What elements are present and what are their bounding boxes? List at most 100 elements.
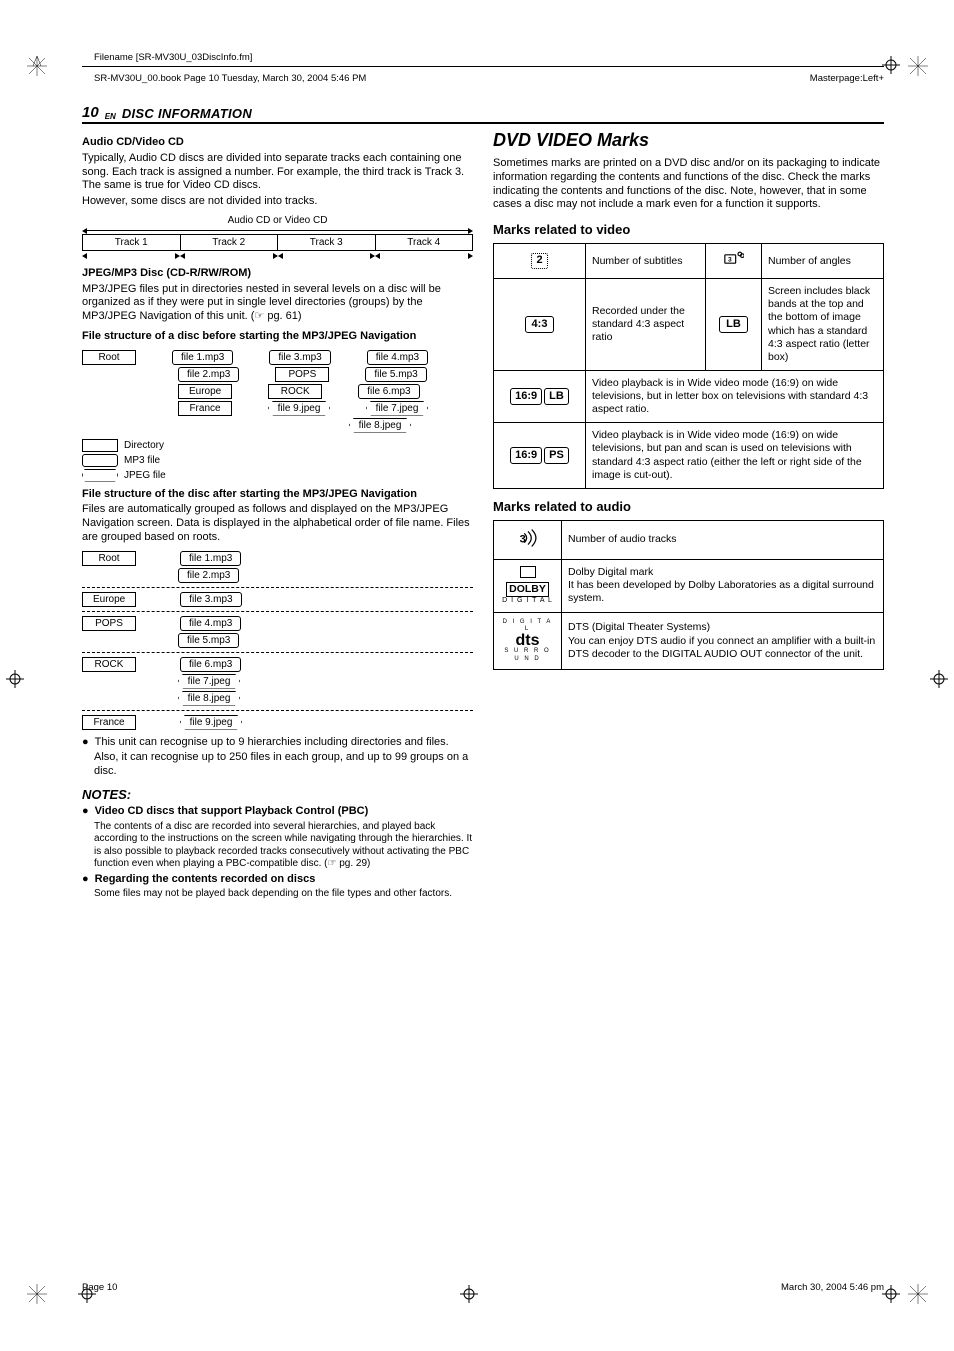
lang-label: EN [105,112,116,121]
mp3-box: file 2.mp3 [178,568,239,583]
svg-text:3: 3 [519,533,525,545]
reg-crosshair [6,670,24,688]
jpeg-p1: MP3/JPEG files put in directories nested… [82,283,473,324]
mp3-box: file 3.mp3 [269,350,330,365]
masterpage: Masterpage:Left+ [810,73,884,84]
before-title: File structure of a disc before starting… [82,330,473,344]
mp3-box: file 3.mp3 [180,592,241,607]
tree-after: Root file 1.mp3 file 2.mp3 Europe file 3.m… [82,551,473,730]
right-column: DVD VIDEO Marks Sometimes marks are prin… [493,130,884,902]
dir-box: POPS [275,367,329,382]
hier-text: This unit can recognise up to 9 hierarch… [95,736,449,750]
dir-box: France [178,401,232,416]
mark-icon-16-9-ps: 16:9PS [494,423,586,488]
footer-page: Page 10 [82,1282,117,1293]
jpeg-box: file 7.jpeg [178,674,240,689]
bookline: SR-MV30U_00.book Page 10 Tuesday, March … [82,73,366,84]
mark-icon-audio-tracks: 3 [494,521,562,560]
mark-icon-4-3: 4:3 [494,279,586,371]
top-meta-line2: SR-MV30U_00.book Page 10 Tuesday, March … [82,73,884,84]
legend-dir: Directory [124,440,164,451]
mp3-box: file 4.mp3 [367,350,428,365]
reg-crosshair [882,56,900,74]
mp3-box: file 2.mp3 [178,367,239,382]
reg-starburst [908,1284,928,1304]
page-footer: Page 10 March 30, 2004 5:46 pm [82,1282,884,1293]
dir-box: ROCK [268,384,322,399]
table-row: 2 Number of subtitles 3 Number of angles [494,244,883,279]
mp3-box: file 4.mp3 [180,616,241,631]
mark-desc: Number of subtitles [586,244,706,279]
section-title: DISC INFORMATION [122,106,252,121]
after-title: File structure of the disc after startin… [82,488,473,502]
notes-header: NOTES: [82,787,473,802]
dir-box: Root [82,551,136,566]
mark-desc: Number of audio tracks [562,521,883,560]
mp3-box: file 1.mp3 [180,551,241,566]
footer-date: March 30, 2004 5:46 pm [781,1282,884,1293]
dvd-marks-title: DVD VIDEO Marks [493,130,884,151]
mp3-box: file 5.mp3 [365,367,426,382]
mark-desc: DTS (Digital Theater Systems) You can en… [562,613,883,669]
reg-crosshair [930,670,948,688]
jpeg-title: JPEG/MP3 Disc (CD-R/RW/ROM) [82,267,473,281]
track-seg: Track 4 [375,235,474,250]
track-diagram: Audio CD or Video CD Track 1 Track 2 Tra… [82,215,473,261]
video-marks-table: 2 Number of subtitles 3 Number of angles… [493,243,884,489]
mark-icon-subtitles: 2 [494,244,586,279]
mark-icon-dts: D I G I T A L dts S U R R O U N D [494,613,562,669]
note2-body: Some files may not be played back depend… [82,888,473,901]
audio-cd-p2: However, some discs are not divided into… [82,195,473,209]
note1-title: Video CD discs that support Playback Con… [95,805,369,819]
left-column: Audio CD/Video CD Typically, Audio CD di… [82,130,473,902]
page: Filename [SR-MV30U_03DiscInfo.fm] SR-MV3… [0,0,954,1351]
table-row: 16:9PS Video playback is in Wide video m… [494,423,883,488]
dvd-intro: Sometimes marks are printed on a DVD dis… [493,157,884,212]
page-number: 10 [82,104,99,121]
mark-desc: Number of angles [762,244,883,279]
mark-icon-dolby: DOLBY D I G I T A L [494,560,562,613]
mp3-box: file 6.mp3 [358,384,419,399]
note1-body: The contents of a disc are recorded into… [82,821,473,871]
legend-jpeg: JPEG file [124,470,166,481]
svg-text:3: 3 [727,257,731,264]
reg-starburst [27,56,47,76]
table-row: 4:3 Recorded under the standard 4:3 aspe… [494,279,883,371]
dolby-sub: D I G I T A L [500,597,555,606]
mark-icon-angles: 3 [706,244,762,279]
reg-starburst [27,1284,47,1304]
audio-cd-p1: Typically, Audio CD discs are divided in… [82,152,473,193]
dts-main: dts [500,634,555,648]
legend-jpeg-icon [82,469,118,482]
filename-meta: Filename [SR-MV30U_03DiscInfo.fm] [82,52,884,67]
mp3-box: file 1.mp3 [172,350,233,365]
mark-desc: Recorded under the standard 4:3 aspect r… [586,279,706,371]
legend-dir-icon [82,439,118,452]
jpeg-box: file 9.jpeg [268,401,330,416]
reg-starburst [908,56,928,76]
jpeg-box: file 8.jpeg [349,418,411,433]
mark-desc: Screen includes black bands at the top a… [762,279,883,371]
table-row: 3 Number of audio tracks [494,521,883,560]
dir-box: Europe [178,384,232,399]
mark-desc: Dolby Digital mark It has been developed… [562,560,883,613]
table-row: DOLBY D I G I T A L Dolby Digital mark I… [494,560,883,613]
audio-marks-table: 3 Number of audio tracks DOLBY D I G I T… [493,520,884,671]
mark-icon-lb: LB [706,279,762,371]
hier-sub: Also, it can recognise up to 250 files i… [82,751,473,779]
dir-box: Europe [82,592,136,607]
after-p1: Files are automatically grouped as follo… [82,503,473,544]
audio-cd-title: Audio CD/Video CD [82,136,473,150]
video-marks-header: Marks related to video [493,222,884,237]
track-seg: Track 3 [277,235,375,250]
mp3-box: file 5.mp3 [178,633,239,648]
dir-box: POPS [82,616,136,631]
note2-title: Regarding the contents recorded on discs [95,873,316,887]
table-row: 16:9LB Video playback is in Wide video m… [494,371,883,423]
track-seg: Track 2 [180,235,278,250]
legend-mp3-icon [82,454,118,467]
mark-desc: Video playback is in Wide video mode (16… [586,371,883,423]
jpeg-box: file 7.jpeg [366,401,428,416]
reg-crosshair [882,1285,900,1303]
table-row: D I G I T A L dts S U R R O U N D DTS (D… [494,613,883,669]
